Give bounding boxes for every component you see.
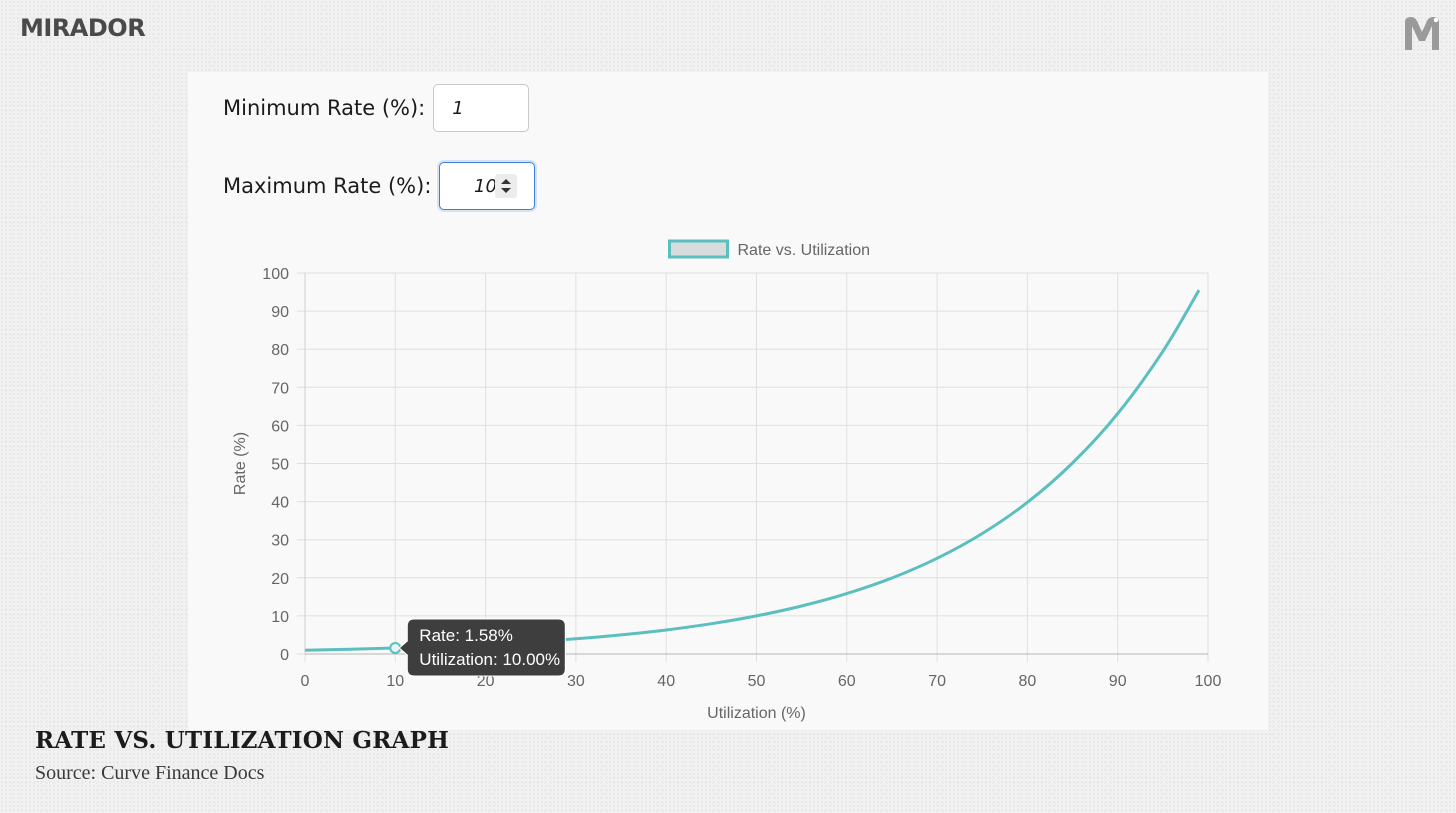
brand-logo: MIRADOR: [20, 14, 146, 42]
spinner-up-icon[interactable]: [501, 179, 512, 184]
spinner-down-icon[interactable]: [501, 188, 512, 193]
y-tick-label-6: 60: [271, 418, 289, 435]
y-axis-label: Rate (%): [232, 432, 249, 495]
x-tick-labels: 0 10 20 30 40 50 60 70 80 90 100: [301, 673, 1222, 690]
max-rate-input[interactable]: [439, 162, 536, 210]
chart-panel: Minimum Rate (%): Maximum Rate (%): 0 10 2…: [188, 72, 1268, 730]
x-tick-label-7: 70: [928, 673, 946, 690]
x-tick-label-8: 80: [1019, 673, 1037, 690]
max-rate-input-wrap: [439, 162, 536, 210]
x-tick-label-6: 60: [838, 673, 856, 690]
x-axis-label: Utilization (%): [707, 705, 806, 722]
series-line-rate-vs-utilization: [304, 289, 1201, 652]
y-tick-label-4: 40: [271, 495, 289, 512]
tooltip: Rate: 1.58% Utilization: 10.00%: [398, 618, 566, 677]
x-tick-label-1: 10: [386, 673, 404, 690]
tooltip-box: [398, 618, 566, 677]
y-tick-label-9: 90: [271, 304, 289, 321]
mirador-m-icon: [1405, 17, 1439, 50]
y-tick-label-7: 70: [271, 380, 289, 397]
min-rate-row: Minimum Rate (%):: [223, 84, 530, 132]
caption-title: RATE VS. UTILIZATION GRAPH: [35, 727, 450, 754]
number-spinner[interactable]: [495, 174, 518, 198]
y-tick-label-2: 20: [271, 571, 289, 588]
x-tick-label-2: 20: [477, 673, 495, 690]
tooltip-rate-text: Rate: 1.58%: [419, 626, 513, 645]
x-tick-label-10: 100: [1195, 673, 1222, 690]
x-tick-label-0: 0: [301, 673, 310, 690]
y-tick-labels: 0 10 20 30 40 50 60 70 80 90 100: [262, 266, 289, 664]
chart-grid: [297, 272, 1209, 662]
y-tick-label-5: 50: [271, 457, 289, 474]
rate-utilization-chart: 0 10 20 30 40 50 60 70 80 90 100 0 10 20 30 40 50 60 70 80…: [232, 239, 1222, 722]
caption-source: Source: Curve Finance Docs: [35, 762, 265, 784]
max-rate-row: Maximum Rate (%):: [223, 162, 536, 210]
x-tick-label-3: 30: [567, 673, 585, 690]
legend-label: Rate vs. Utilization: [738, 242, 871, 259]
y-tick-label-3: 30: [271, 533, 289, 550]
y-tick-label-1: 10: [271, 609, 289, 626]
y-tick-label-10: 100: [262, 266, 289, 283]
y-tick-label-0: 0: [280, 647, 289, 664]
legend[interactable]: Rate vs. Utilization: [668, 239, 871, 259]
x-tick-label-9: 90: [1109, 673, 1127, 690]
y-tick-label-8: 80: [271, 342, 289, 359]
min-rate-input[interactable]: [433, 84, 530, 132]
tooltip-utilization-text: Utilization: 10.00%: [419, 650, 560, 669]
min-rate-label: Minimum Rate (%):: [223, 96, 426, 120]
x-tick-label-5: 50: [748, 673, 766, 690]
legend-swatch: [668, 239, 729, 259]
max-rate-label: Maximum Rate (%):: [223, 174, 432, 198]
x-tick-label-4: 40: [657, 673, 675, 690]
